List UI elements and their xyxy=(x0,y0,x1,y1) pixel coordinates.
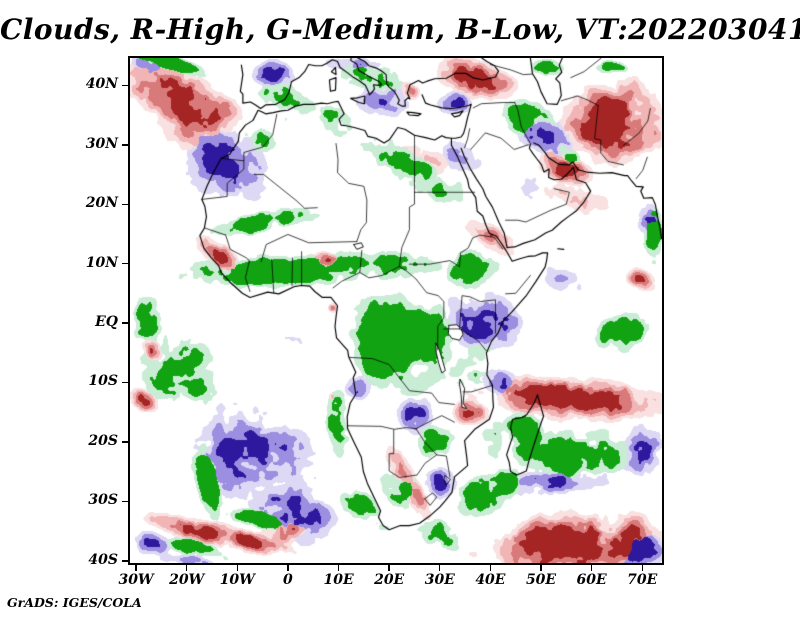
lon-tick-mark xyxy=(590,565,593,571)
lon-tick-label: 0 xyxy=(283,572,293,588)
lon-tick-label: 10W xyxy=(219,572,255,588)
lon-tick-mark xyxy=(439,565,441,571)
lat-tick-mark xyxy=(122,441,128,443)
lat-tick-mark xyxy=(122,263,128,265)
lat-tick-mark xyxy=(122,84,128,87)
map-plot-frame xyxy=(128,56,664,565)
lon-tick-mark xyxy=(489,565,492,571)
lon-tick-mark xyxy=(388,565,390,571)
cloud-map-canvas xyxy=(130,58,662,563)
lat-tick-label: 40S xyxy=(88,551,118,568)
lon-tick-mark xyxy=(236,565,238,571)
lon-tick-label: 70E xyxy=(627,572,658,588)
lat-tick-label: 20S xyxy=(88,432,118,449)
lon-tick-mark xyxy=(641,565,643,571)
lat-tick-label: 20N xyxy=(85,195,118,212)
plot-title: Clouds, R-High, G-Medium, B-Low, VT:2022… xyxy=(0,13,800,46)
lat-tick-label: EQ xyxy=(95,313,118,330)
lon-tick-label: 20E xyxy=(374,572,405,588)
lat-tick-label: 30S xyxy=(88,492,118,509)
lon-tick-mark xyxy=(540,565,542,571)
lat-tick-label: 10S xyxy=(88,373,118,390)
lon-tick-mark xyxy=(185,565,188,571)
lon-tick-label: 30E xyxy=(424,572,455,588)
grads-attribution: GrADS: IGES/COLA xyxy=(7,595,142,610)
lon-tick-label: 50E xyxy=(525,572,557,588)
lat-tick-mark xyxy=(122,500,128,503)
lat-tick-label: 10N xyxy=(85,254,118,271)
lon-tick-label: 20W xyxy=(169,572,205,588)
lon-tick-label: 40E xyxy=(475,572,506,588)
lat-tick-label: 30N xyxy=(85,135,118,152)
lon-tick-label: 30W xyxy=(118,572,154,588)
lon-tick-label: 60E xyxy=(576,572,607,588)
lat-tick-mark xyxy=(122,560,128,562)
lat-tick-label: 40N xyxy=(85,76,118,93)
lon-tick-mark xyxy=(337,565,340,571)
lat-tick-mark xyxy=(122,381,128,384)
lat-tick-mark xyxy=(122,144,128,146)
lat-tick-mark xyxy=(122,203,128,206)
lon-tick-mark xyxy=(135,565,137,571)
lon-tick-label: 10E xyxy=(323,572,354,588)
lat-tick-mark xyxy=(122,322,128,324)
lon-tick-mark xyxy=(287,565,289,571)
